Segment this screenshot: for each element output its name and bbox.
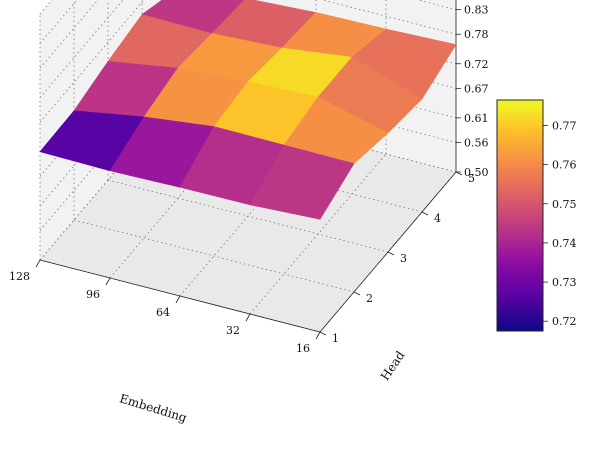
z-tick-label: 0.61 bbox=[464, 112, 489, 125]
grid-line bbox=[39, 0, 145, 123]
y-tick bbox=[455, 171, 463, 176]
y-tick-label: 2 bbox=[366, 292, 373, 305]
z-tick-label: 0.83 bbox=[464, 4, 489, 17]
z-tick-label: 0.78 bbox=[464, 28, 489, 41]
x-tick-label: 96 bbox=[86, 288, 100, 301]
x-tick-label: 128 bbox=[9, 270, 30, 283]
x-tick bbox=[315, 331, 321, 340]
y-tick-label: 1 bbox=[332, 332, 339, 345]
grid-line bbox=[107, 179, 389, 253]
y-tick-label: 5 bbox=[468, 172, 475, 185]
surface-mesh bbox=[39, 0, 457, 220]
y-tick-label: 3 bbox=[400, 252, 407, 265]
grid-line bbox=[73, 219, 355, 293]
z-tick-label: 0.50 bbox=[464, 166, 489, 179]
x-tick bbox=[175, 295, 181, 304]
colorbar-tick-label: 0.72 bbox=[552, 315, 577, 328]
colorbar-tick-label: 0.73 bbox=[552, 276, 577, 289]
z-tick-label: 0.67 bbox=[464, 82, 489, 95]
colorbar-tick-label: 0.76 bbox=[552, 159, 577, 172]
colorbar: 0.72 0.73 0.74 0.75 0.76 0.77 bbox=[496, 99, 577, 332]
y-tick-label: 4 bbox=[434, 212, 441, 225]
x-tick-label: 32 bbox=[226, 324, 240, 337]
z-tick-label: 0.72 bbox=[464, 58, 489, 71]
colorbar-bar bbox=[496, 99, 544, 332]
x-tick bbox=[105, 277, 111, 286]
y-tick bbox=[387, 251, 395, 256]
x-tick-label: 16 bbox=[296, 342, 310, 355]
axis-ticks: 128 96 64 32 16 1 2 3 4 50.50 0.56 0.61 0.67 0.72 0.78… bbox=[9, 4, 489, 355]
colorbar-tick-label: 0.74 bbox=[552, 237, 577, 250]
y-axis-label: Head bbox=[378, 348, 408, 383]
x-tick bbox=[245, 313, 251, 322]
x-tick bbox=[35, 259, 41, 268]
x-axis-label: Embedding bbox=[118, 391, 189, 425]
colorbar-tick-label: 0.77 bbox=[552, 119, 577, 132]
colorbar-tick-label: 0.75 bbox=[552, 198, 577, 211]
x-tick-label: 64 bbox=[156, 306, 170, 319]
surface-patch bbox=[249, 144, 355, 220]
y-tick bbox=[319, 331, 327, 336]
y-tick bbox=[353, 291, 361, 296]
y-tick bbox=[421, 211, 429, 216]
z-tick-label: 0.56 bbox=[464, 136, 489, 149]
